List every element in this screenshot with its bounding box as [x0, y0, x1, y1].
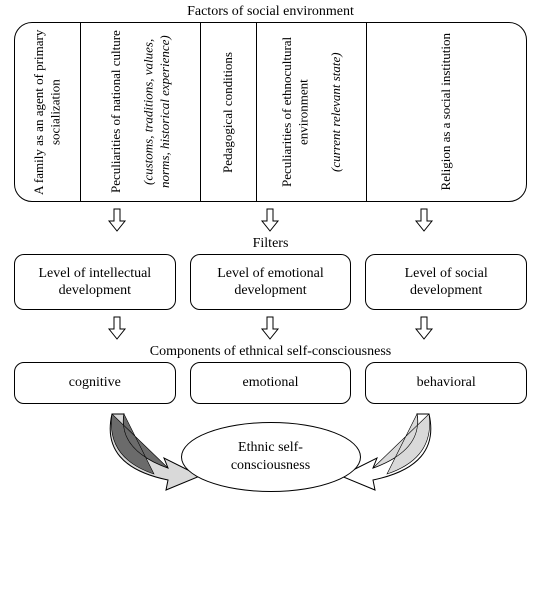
component-box: behavioral	[365, 362, 527, 404]
factor-cell: Peculiarities of national culture(custom…	[81, 23, 201, 201]
arrow-row-1	[40, 208, 501, 232]
factor-cell: Peculiarities of ethnocultural environme…	[257, 23, 367, 201]
down-arrow-icon	[260, 208, 280, 232]
components-title: Components of ethnical self-consciousnes…	[0, 344, 541, 360]
down-arrow-icon	[414, 316, 434, 340]
filters-title: Filters	[0, 236, 541, 252]
factor-label: Religion as a social institution	[438, 33, 454, 190]
down-arrow-icon	[107, 316, 127, 340]
down-arrow-icon	[260, 316, 280, 340]
factor-label: A family as an agent of primary socializ…	[31, 27, 64, 197]
factor-label: Peculiarities of ethnocultural environme…	[279, 27, 344, 197]
down-arrow-icon	[107, 208, 127, 232]
factor-cell: A family as an agent of primary socializ…	[15, 23, 81, 201]
factor-label: Pedagogical conditions	[220, 52, 236, 173]
factor-cell: Religion as a social institution	[367, 23, 526, 201]
result-area: Ethnic self- consciousness	[14, 408, 527, 478]
component-box: cognitive	[14, 362, 176, 404]
filters-row: Level of intellectual developmentLevel o…	[14, 254, 527, 310]
factors-title: Factors of social environment	[0, 4, 541, 20]
component-box: emotional	[190, 362, 352, 404]
factors-box: A family as an agent of primary socializ…	[14, 22, 527, 202]
filter-box: Level of emotional development	[190, 254, 352, 310]
arrow-row-2	[40, 316, 501, 340]
components-row: cognitive emotional behavioral	[14, 362, 527, 404]
down-arrow-icon	[414, 208, 434, 232]
filter-box: Level of intellectual development	[14, 254, 176, 310]
factor-cell: Pedagogical conditions	[201, 23, 257, 201]
result-label: Ethnic self- consciousness	[231, 439, 310, 475]
result-ellipse: Ethnic self- consciousness	[181, 422, 361, 492]
filter-box: Level of social development	[365, 254, 527, 310]
factor-label: Peculiarities of national culture(custom…	[108, 27, 173, 197]
